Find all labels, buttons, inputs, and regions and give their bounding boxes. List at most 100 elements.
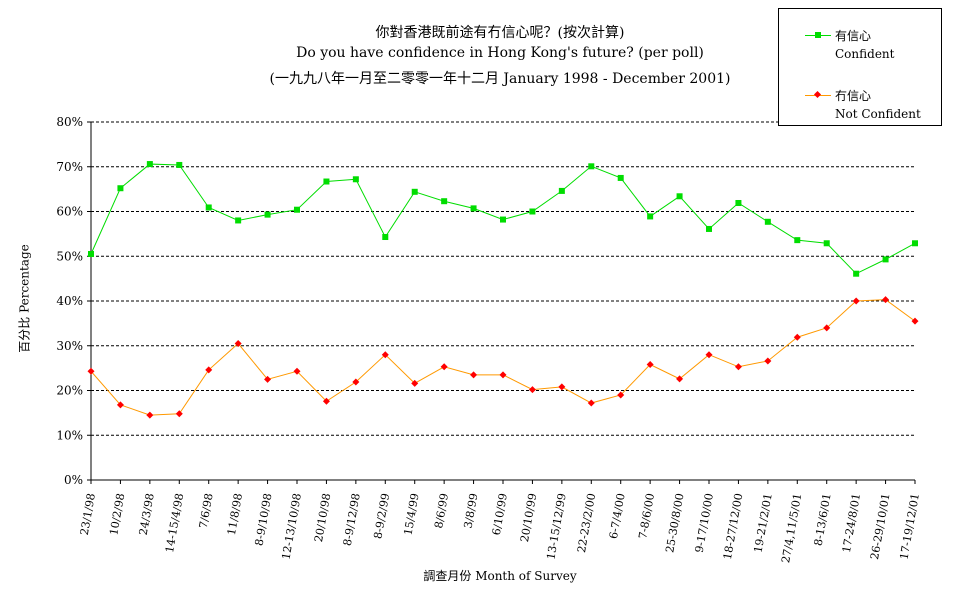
data-point-square <box>264 211 271 218</box>
legend-label-not-confident: 冇信心 Not Confident <box>835 87 921 123</box>
data-point-square <box>470 205 477 212</box>
data-point-square <box>352 176 359 183</box>
x-tick-label: 9-17/10/00 <box>693 492 716 553</box>
data-point-square <box>117 185 124 192</box>
x-tick-label: 8-9/2/99 <box>371 492 392 540</box>
data-point-square <box>323 178 330 185</box>
data-point-diamond <box>499 371 507 379</box>
data-point-square <box>235 217 242 224</box>
data-point-diamond <box>264 375 272 383</box>
x-tick-label: 8-9/10/98 <box>252 492 274 547</box>
data-point-diamond <box>911 317 919 325</box>
series-confident <box>88 161 918 277</box>
data-point-diamond <box>322 397 330 405</box>
y-tick-label: 60% <box>56 205 83 219</box>
x-tick-label: 8-9/12/98 <box>341 492 363 547</box>
x-tick-label: 20/10/98 <box>312 492 333 543</box>
data-point-square <box>647 213 654 220</box>
data-point-square <box>912 240 918 247</box>
chart-legend: 有信心 Confident 冇信心 Not Confident <box>778 8 942 126</box>
data-point-square <box>764 218 771 225</box>
data-point-square <box>882 256 889 263</box>
legend-label-not-confident-en: Not Confident <box>835 107 921 121</box>
y-tick-labels: 0% 10% 20% 30% 40% 50% 60% 70% 80% <box>56 115 83 487</box>
legend-label-confident: 有信心 Confident <box>835 27 894 63</box>
x-tick-label: 11/8/98 <box>225 492 245 536</box>
x-tick-label: 13-15/12/99 <box>544 492 568 560</box>
x-tick-label: 20/10/99 <box>518 492 539 543</box>
data-point-square <box>794 237 801 244</box>
y-axis-label: 百分比 Percentage <box>17 244 32 353</box>
data-point-square <box>146 161 153 168</box>
data-point-square <box>176 161 183 168</box>
chart-title-period: (一九九八年一月至二零零一年十二月 January 1998 - Decembe… <box>269 71 731 87</box>
x-tick-label: 10/2/98 <box>107 492 127 536</box>
legend-diamond-marker-icon <box>813 90 822 99</box>
data-point-diamond <box>146 411 154 419</box>
data-point-diamond <box>764 357 772 365</box>
x-tick-label: 8-13/6/01 <box>812 492 834 547</box>
x-tick-label: 14-15/4/98 <box>163 492 186 553</box>
data-point-diamond <box>175 410 183 418</box>
data-point-square <box>558 187 565 194</box>
data-point-diamond <box>646 361 654 369</box>
data-point-diamond <box>87 367 95 375</box>
x-tick-label: 22-23/2/00 <box>575 492 598 553</box>
data-point-diamond <box>882 296 890 304</box>
data-point-square <box>706 225 712 232</box>
legend-item-not-confident: 冇信心 Not Confident <box>779 81 943 125</box>
data-point-square <box>411 188 418 195</box>
x-tick-labels: 23/1/98 10/2/98 24/3/98 14-15/4/98 7/6/98 11/… <box>78 492 922 564</box>
x-tick-label: 18-27/12/00 <box>721 492 745 560</box>
y-tick-label: 20% <box>56 384 83 398</box>
legend-label-confident-en: Confident <box>835 47 895 61</box>
data-point-diamond <box>293 367 301 375</box>
series-not-confident <box>87 296 919 419</box>
chart-title-chinese: 你對香港既前途有冇信心呢？(按次計算) <box>375 25 625 41</box>
data-point-diamond <box>587 399 595 407</box>
data-point-diamond <box>470 371 478 379</box>
data-point-square <box>823 240 830 247</box>
y-tick-label: 80% <box>56 115 83 129</box>
data-point-diamond <box>234 340 242 348</box>
data-point-diamond <box>793 333 801 341</box>
x-tick-label: 6-7/4/00 <box>607 492 628 540</box>
legend-square-marker-icon <box>815 32 821 38</box>
data-point-diamond <box>352 378 360 386</box>
axes <box>87 121 916 484</box>
x-tick-label: 26-29/10/01 <box>868 492 892 560</box>
data-point-diamond <box>528 386 536 394</box>
data-point-diamond <box>116 401 124 409</box>
data-point-square <box>205 204 212 211</box>
x-tick-label: 19-21/2/01 <box>752 492 775 553</box>
x-tick-label: 3/8/99 <box>462 492 481 529</box>
y-tick-label: 70% <box>56 160 83 174</box>
data-point-square <box>88 251 94 258</box>
x-tick-label: 15/4/99 <box>402 492 422 536</box>
data-point-square <box>676 193 683 200</box>
x-tick-label: 6/10/99 <box>490 492 510 536</box>
data-point-diamond <box>440 363 448 371</box>
data-point-diamond <box>381 351 389 359</box>
data-point-diamond <box>823 324 831 332</box>
data-point-square <box>294 206 300 213</box>
data-point-square <box>853 270 860 277</box>
y-tick-label: 30% <box>56 339 83 353</box>
data-point-diamond <box>411 379 419 387</box>
chart-title-english: Do you have confidence in Hong Kong's fu… <box>296 45 704 61</box>
data-point-square <box>529 208 536 215</box>
x-tick-label: 8/6/99 <box>432 492 451 529</box>
x-axis-label: 調查月份 Month of Survey <box>423 569 577 583</box>
x-tick-label: 24/3/98 <box>137 492 157 536</box>
data-point-square <box>588 163 595 170</box>
data-point-diamond <box>617 391 625 399</box>
grid-lines <box>91 121 915 436</box>
data-point-square <box>441 198 448 205</box>
x-tick-label: 12-13/10/98 <box>279 492 303 560</box>
data-point-square <box>617 174 624 181</box>
data-point-diamond <box>852 297 860 305</box>
data-point-diamond <box>558 383 566 391</box>
x-tick-label: 23/1/98 <box>78 492 98 536</box>
data-point-square <box>735 199 742 206</box>
x-tick-label: 27/4,11/5/01 <box>779 492 804 564</box>
